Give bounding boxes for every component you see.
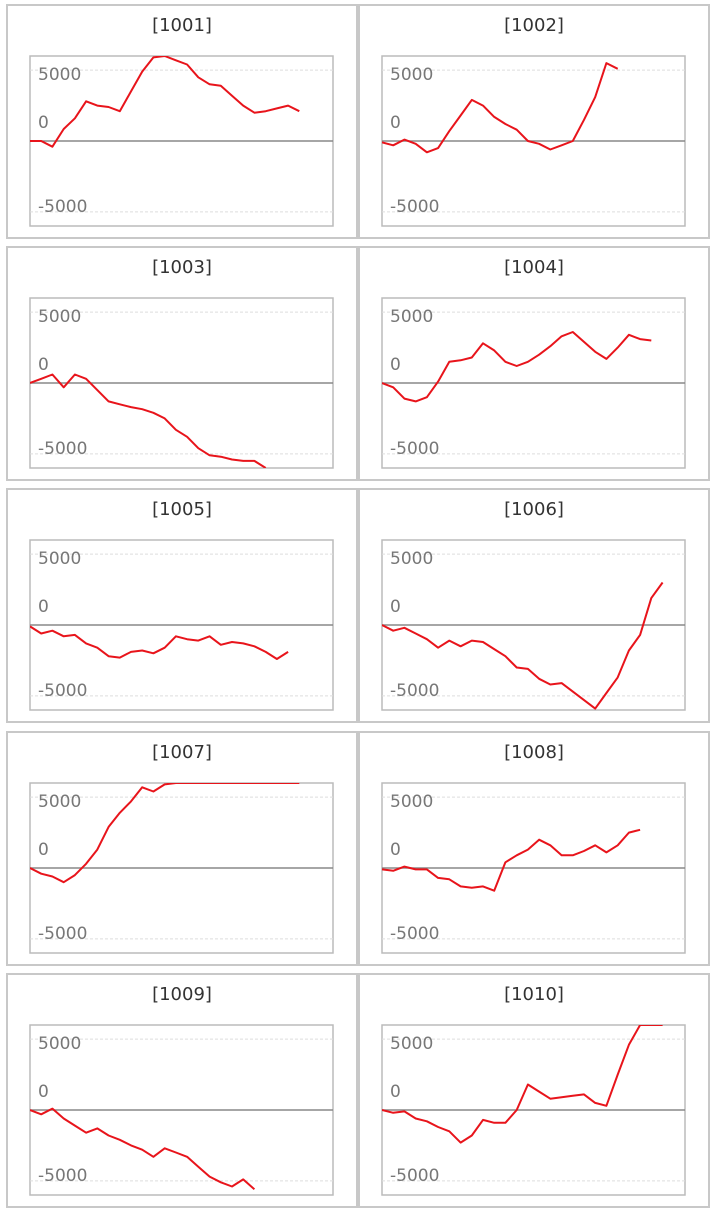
y-tick-label: -5000 bbox=[38, 197, 87, 217]
series-line bbox=[30, 373, 267, 468]
chart-panel: [1003] -5000 0 5000 bbox=[6, 246, 358, 481]
series-line bbox=[382, 1025, 663, 1144]
y-tick-label: 0 bbox=[38, 597, 49, 617]
y-tick-label: -5000 bbox=[38, 924, 87, 944]
chart-title: [1006] bbox=[504, 499, 564, 520]
y-tick-label: 5000 bbox=[390, 307, 433, 327]
chart-panel: [1009] -5000 0 5000 bbox=[6, 973, 358, 1208]
y-tick-label: 5000 bbox=[38, 549, 81, 569]
chart-panel: [1002] -5000 0 5000 bbox=[358, 4, 710, 239]
y-tick-label: -5000 bbox=[390, 197, 439, 217]
y-tick-label: 5000 bbox=[390, 1034, 433, 1054]
chart-panel: [1004] -5000 0 5000 bbox=[358, 246, 710, 481]
y-tick-label: 5000 bbox=[38, 1034, 81, 1054]
y-tick-label: 5000 bbox=[38, 65, 81, 85]
chart-panel: [1001] -5000 0 5000 bbox=[6, 4, 358, 239]
chart-panel: [1006] -5000 0 5000 bbox=[358, 488, 710, 723]
y-tick-label: 0 bbox=[390, 1082, 401, 1102]
y-tick-label: -5000 bbox=[390, 1166, 439, 1186]
chart-title: [1003] bbox=[152, 257, 212, 278]
y-tick-label: 5000 bbox=[390, 65, 433, 85]
y-tick-label: -5000 bbox=[390, 681, 439, 701]
chart-panel: [1010] -5000 0 5000 bbox=[358, 973, 710, 1208]
series-line bbox=[382, 331, 652, 403]
chart-title: [1010] bbox=[504, 984, 564, 1005]
y-tick-label: -5000 bbox=[38, 439, 87, 459]
y-tick-label: 0 bbox=[38, 1082, 49, 1102]
y-tick-label: 0 bbox=[38, 355, 49, 375]
y-tick-label: -5000 bbox=[38, 1166, 87, 1186]
y-tick-label: -5000 bbox=[38, 681, 87, 701]
chart-panel: [1005] -5000 0 5000 bbox=[6, 488, 358, 723]
series-line bbox=[30, 625, 289, 660]
series-line bbox=[30, 783, 300, 884]
series-line bbox=[382, 62, 619, 154]
y-tick-label: -5000 bbox=[390, 924, 439, 944]
chart-title: [1002] bbox=[504, 15, 564, 36]
y-tick-label: 0 bbox=[38, 113, 49, 133]
series-line bbox=[382, 828, 641, 892]
chart-title: [1004] bbox=[504, 257, 564, 278]
series-line bbox=[30, 1107, 256, 1191]
y-tick-label: 5000 bbox=[390, 549, 433, 569]
y-tick-label: 5000 bbox=[390, 792, 433, 812]
y-tick-label: 0 bbox=[38, 840, 49, 860]
chart-title: [1007] bbox=[152, 742, 212, 763]
y-tick-label: 0 bbox=[390, 113, 401, 133]
y-tick-label: 5000 bbox=[38, 307, 81, 327]
y-tick-label: -5000 bbox=[390, 439, 439, 459]
chart-panel: [1008] -5000 0 5000 bbox=[358, 731, 710, 966]
y-tick-label: 0 bbox=[390, 840, 401, 860]
chart-title: [1008] bbox=[504, 742, 564, 763]
y-tick-label: 0 bbox=[390, 597, 401, 617]
y-tick-label: 5000 bbox=[38, 792, 81, 812]
chart-title: [1009] bbox=[152, 984, 212, 1005]
series-line bbox=[382, 581, 664, 710]
chart-panel: [1007] -5000 0 5000 bbox=[6, 731, 358, 966]
chart-title: [1005] bbox=[152, 499, 212, 520]
series-line bbox=[30, 56, 300, 148]
y-tick-label: 0 bbox=[390, 355, 401, 375]
chart-title: [1001] bbox=[152, 15, 212, 36]
